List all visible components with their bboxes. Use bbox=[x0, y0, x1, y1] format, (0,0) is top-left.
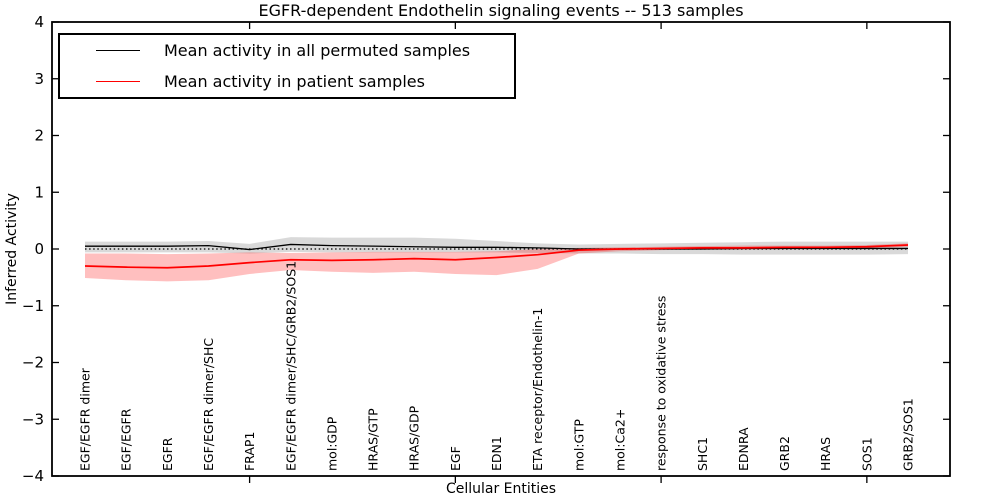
y-tick-label: 0 bbox=[34, 240, 44, 258]
y-tick-label: 2 bbox=[34, 127, 44, 145]
permuted-mean-line bbox=[85, 243, 908, 251]
x-category-label: HRAS/GDP bbox=[407, 405, 422, 471]
legend-item-permuted: Mean activity in all permuted samples bbox=[60, 35, 514, 66]
y-tick-label: 4 bbox=[34, 13, 44, 31]
x-axis-label: Cellular Entities bbox=[445, 481, 557, 497]
x-category-label: FRAP1 bbox=[242, 432, 257, 471]
x-category-label: EGFR bbox=[160, 437, 175, 471]
legend-label-patient: Mean activity in patient samples bbox=[164, 72, 425, 91]
y-tick-label: −3 bbox=[22, 410, 44, 428]
legend-line-sample-permuted bbox=[96, 50, 140, 51]
patient-confidence-band bbox=[85, 243, 908, 282]
x-category-label: EGF/EGFR dimer/SHC/GRB2/SOS1 bbox=[283, 261, 298, 471]
x-category-label: EGF/EGFR dimer/SHC bbox=[201, 338, 216, 471]
x-category-label: SHC1 bbox=[695, 437, 710, 471]
x-category-label: SOS1 bbox=[859, 437, 874, 471]
permuted-confidence-band bbox=[85, 237, 908, 255]
y-tick-label: 1 bbox=[34, 183, 44, 201]
legend: Mean activity in all permuted samples Me… bbox=[58, 33, 516, 99]
y-tick-label: 3 bbox=[34, 70, 44, 88]
y-tick-label: −1 bbox=[22, 297, 44, 315]
x-category-label: mol:GDP bbox=[324, 416, 339, 471]
legend-line-sample-patient bbox=[96, 81, 140, 82]
x-category-label: EGF/EGFR bbox=[119, 408, 134, 471]
chart-title: EGFR-dependent Endothelin signaling even… bbox=[258, 1, 744, 20]
x-category-label: ETA receptor/Endothelin-1 bbox=[530, 308, 545, 471]
legend-label-permuted: Mean activity in all permuted samples bbox=[164, 41, 471, 60]
x-category-label: HRAS bbox=[818, 437, 833, 471]
x-category-label: HRAS/GTP bbox=[366, 408, 381, 471]
x-category-label: EGF bbox=[448, 446, 463, 471]
patient-mean-line bbox=[84, 244, 909, 269]
x-category-label: response to oxidative stress bbox=[654, 296, 669, 471]
x-category-label: mol:GTP bbox=[571, 419, 586, 471]
x-category-label: EDN1 bbox=[489, 436, 504, 471]
x-category-label: EGF/EGFR dimer bbox=[78, 367, 93, 471]
legend-item-patient: Mean activity in patient samples bbox=[60, 66, 514, 97]
y-tick-label: −2 bbox=[22, 354, 44, 372]
x-category-label: GRB2 bbox=[777, 436, 792, 471]
x-category-label: GRB2/SOS1 bbox=[901, 398, 916, 471]
x-category-label: EDNRA bbox=[736, 427, 751, 471]
x-category-label: mol:Ca2+ bbox=[612, 409, 627, 471]
y-tick-label: −4 bbox=[22, 467, 44, 485]
